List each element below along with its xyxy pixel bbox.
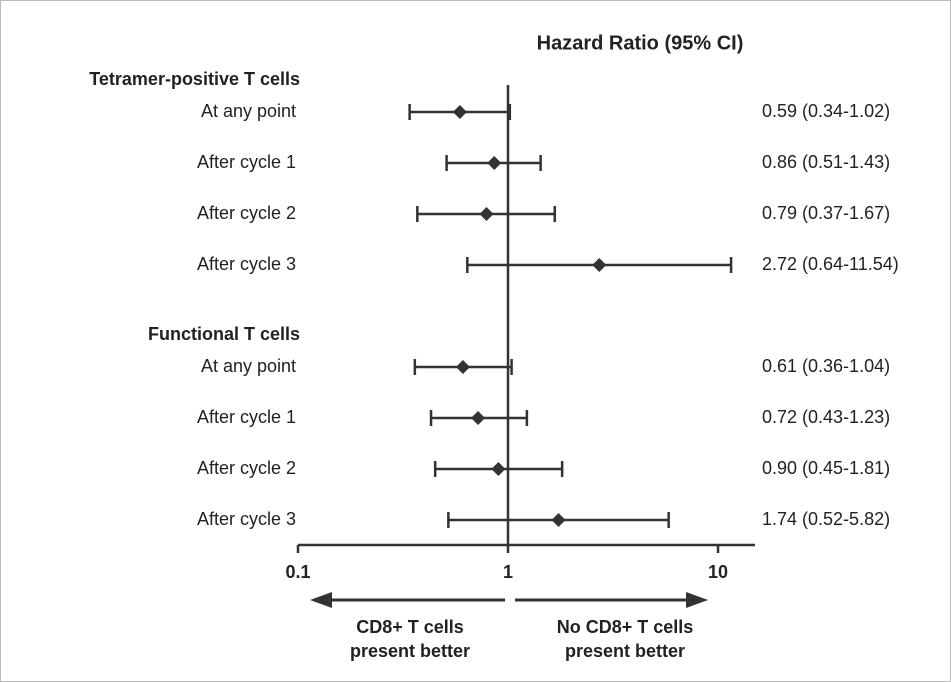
annotation: CD8+ T cells — [356, 617, 464, 637]
value-label: 0.72 (0.43-1.23) — [762, 407, 890, 427]
x-tick-label: 1 — [503, 562, 513, 582]
value-label: 0.79 (0.37-1.67) — [762, 203, 890, 223]
estimate-marker — [487, 156, 502, 170]
estimate-marker — [551, 513, 566, 527]
value-label: 0.61 (0.36-1.04) — [762, 356, 890, 376]
row-label: After cycle 1 — [197, 152, 296, 172]
row-label: At any point — [201, 101, 296, 121]
value-label: 0.90 (0.45-1.81) — [762, 458, 890, 478]
estimate-marker — [452, 105, 467, 119]
group-header: Tetramer-positive T cells — [89, 69, 300, 89]
x-tick-label: 0.1 — [285, 562, 310, 582]
arrow-head — [686, 592, 708, 608]
row-label: After cycle 3 — [197, 509, 296, 529]
annotation: present better — [350, 641, 470, 661]
group-header: Functional T cells — [148, 324, 300, 344]
value-label: 0.59 (0.34-1.02) — [762, 101, 890, 121]
annotation: present better — [565, 641, 685, 661]
row-label: After cycle 3 — [197, 254, 296, 274]
value-label: 1.74 (0.52-5.82) — [762, 509, 890, 529]
annotation: No CD8+ T cells — [557, 617, 694, 637]
row-label: After cycle 2 — [197, 203, 296, 223]
estimate-marker — [479, 207, 494, 221]
row-label: After cycle 2 — [197, 458, 296, 478]
chart-title: Hazard Ratio (95% CI) — [537, 32, 744, 54]
row-label: After cycle 1 — [197, 407, 296, 427]
estimate-marker — [491, 462, 506, 476]
arrow-head — [310, 592, 332, 608]
value-label: 0.86 (0.51-1.43) — [762, 152, 890, 172]
row-label: At any point — [201, 356, 296, 376]
estimate-marker — [455, 360, 470, 374]
estimate-marker — [592, 258, 607, 272]
value-label: 2.72 (0.64-11.54) — [762, 254, 899, 274]
x-tick-label: 10 — [708, 562, 728, 582]
estimate-marker — [471, 411, 486, 425]
